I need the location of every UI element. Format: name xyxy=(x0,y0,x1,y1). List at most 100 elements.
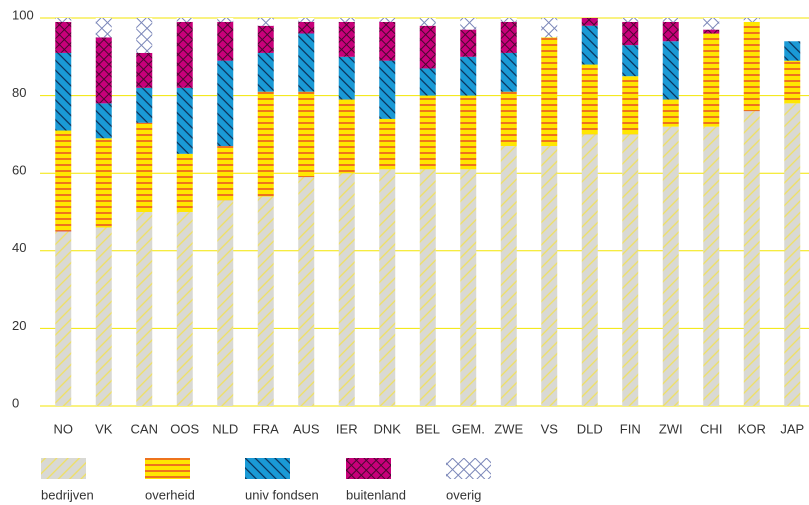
x-tick-label: DNK xyxy=(374,421,402,436)
bar-segment xyxy=(176,212,193,406)
bar-segment xyxy=(298,177,315,406)
bar-segment xyxy=(622,134,639,406)
bar-segment xyxy=(419,18,436,26)
bar-segment xyxy=(55,18,72,22)
bar-segment xyxy=(581,18,598,26)
x-tick-label: CHI xyxy=(700,421,722,436)
legend-swatch xyxy=(145,458,190,479)
bar-segment xyxy=(500,146,517,407)
bar-segment xyxy=(257,25,274,53)
bar-segment xyxy=(581,134,598,406)
bar-segment xyxy=(257,52,274,92)
x-tick-label: KOR xyxy=(738,421,766,436)
bar-segment xyxy=(95,18,112,38)
bar-segment xyxy=(622,45,639,77)
bar-segment xyxy=(55,130,72,232)
bar-segment xyxy=(217,146,234,201)
bar-segment xyxy=(217,21,234,61)
bar-segment xyxy=(176,87,193,154)
bar-segment xyxy=(743,18,760,22)
bar-segment xyxy=(500,21,517,53)
y-tick-label: 40 xyxy=(12,240,26,255)
bar-segment xyxy=(460,169,477,406)
bar-segment xyxy=(176,153,193,212)
bar-segment xyxy=(95,138,112,228)
bar-segment xyxy=(257,18,274,26)
bar-segment xyxy=(136,18,153,53)
bar-segment xyxy=(581,64,598,135)
bar-segment xyxy=(379,18,396,22)
bar-segment xyxy=(136,52,153,88)
x-tick-label: BEL xyxy=(415,421,440,436)
x-tick-label: ZWI xyxy=(659,421,683,436)
y-tick-label: 0 xyxy=(12,395,19,410)
bar-segment xyxy=(662,18,679,22)
x-tick-label: ZWE xyxy=(494,421,523,436)
x-tick-label: FIN xyxy=(620,421,641,436)
x-tick-label: GEM. xyxy=(452,421,485,436)
bar-segment xyxy=(419,68,436,96)
bar-segment xyxy=(338,18,355,22)
bar-segment xyxy=(217,60,234,147)
bar-segment xyxy=(136,212,153,406)
x-tick-label: NLD xyxy=(212,421,238,436)
bar-segment xyxy=(581,25,598,65)
bar-segment xyxy=(500,52,517,92)
y-tick-label: 80 xyxy=(12,85,26,100)
bar-segment xyxy=(662,126,679,406)
x-tick-label: OOS xyxy=(170,421,199,436)
bar-segment xyxy=(298,91,315,178)
bar-segment xyxy=(95,227,112,406)
bar-segment xyxy=(136,122,153,212)
bar-segment xyxy=(784,103,801,407)
bar-segment xyxy=(55,21,72,53)
bar-segment xyxy=(743,21,760,112)
bar-segment xyxy=(541,37,558,147)
legend-label: overig xyxy=(446,487,481,502)
bar-segment xyxy=(703,33,720,127)
bar-segment xyxy=(298,33,315,92)
x-tick-label: FRA xyxy=(253,421,279,436)
x-tick-label: VK xyxy=(95,421,113,436)
bar-segment xyxy=(622,76,639,135)
bar-segment xyxy=(662,41,679,100)
bar-segment xyxy=(541,18,558,38)
bar-segment xyxy=(55,52,72,131)
bar-segment xyxy=(419,95,436,170)
x-tick-label: VS xyxy=(541,421,559,436)
bar-segment xyxy=(379,60,396,119)
bar-segment xyxy=(298,18,315,22)
bar-segment xyxy=(662,99,679,127)
bar-segment xyxy=(460,29,477,57)
bar-segment xyxy=(500,18,517,22)
legend-swatch xyxy=(245,458,290,479)
legend-swatch xyxy=(446,458,491,479)
bar-segment xyxy=(298,21,315,34)
bar-segment xyxy=(95,103,112,139)
bar-segment xyxy=(419,169,436,406)
bar-segment xyxy=(500,91,517,147)
bar-segment xyxy=(622,18,639,22)
x-tick-label: JAP xyxy=(780,421,804,436)
bar-segment xyxy=(662,21,679,42)
bar-segment xyxy=(257,91,274,197)
bar-segment xyxy=(703,29,720,34)
y-tick-label: 20 xyxy=(12,318,26,333)
bar-segment xyxy=(217,18,234,22)
legend-label: buitenland xyxy=(346,487,406,502)
x-tick-label: IER xyxy=(336,421,358,436)
bar-segment xyxy=(379,21,396,61)
x-tick-label: CAN xyxy=(131,421,158,436)
bar-segment xyxy=(338,99,355,174)
y-tick-label: 100 xyxy=(12,7,34,22)
legend-label: univ fondsen xyxy=(245,487,319,502)
bar-segment xyxy=(338,173,355,406)
bar-segment xyxy=(95,37,112,104)
legend-swatch xyxy=(346,458,391,479)
bar-segment xyxy=(541,146,558,407)
x-tick-label: NO xyxy=(54,421,74,436)
bar-segment xyxy=(379,118,396,170)
bar-segment xyxy=(784,41,801,61)
x-tick-label: DLD xyxy=(577,421,603,436)
